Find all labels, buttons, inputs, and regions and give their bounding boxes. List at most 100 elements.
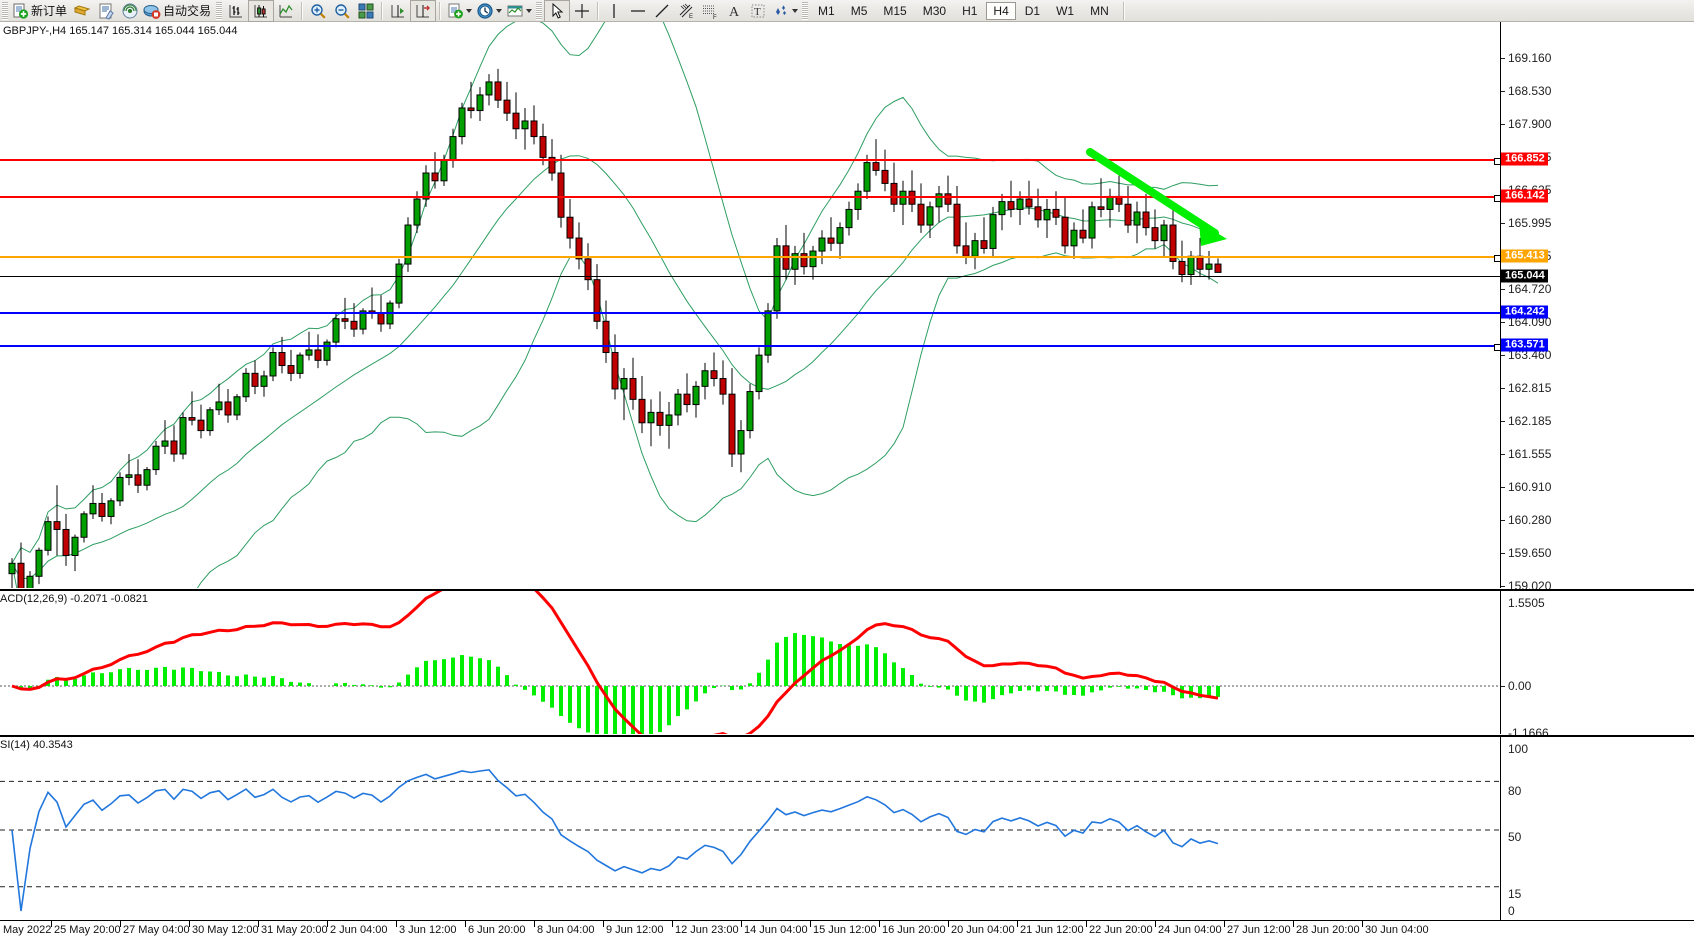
svg-text:A: A (729, 5, 740, 20)
indicators-button[interactable] (444, 1, 474, 21)
vertical-line-icon (605, 2, 623, 20)
time-axis[interactable]: May 2022 25 May 20:00 27 May 04:00 30 May 1… (0, 920, 1694, 942)
time-axis-label: 14 Jun 04:00 (744, 924, 808, 936)
toolbar-grip-4[interactable] (802, 1, 809, 20)
macd-scale[interactable]: 1.5505 0.00 -1.1666 (1500, 591, 1694, 740)
toolbar-grip-3[interactable] (536, 1, 543, 20)
equidistant-channel-tool[interactable]: E (674, 1, 698, 21)
timeframe-w1[interactable]: W1 (1056, 3, 1075, 18)
time-axis-label: 6 Jun 20:00 (468, 924, 526, 936)
price-candles-svg (8, 22, 1222, 588)
toolbar-grip-2[interactable] (216, 1, 223, 20)
macd-svg (0, 591, 1500, 734)
time-axis-label: 30 May 12:00 (192, 924, 259, 936)
chart-canvas-area[interactable]: GBPJPY-,H4 165.147 165.314 165.044 165.0… (0, 22, 1694, 942)
time-tick-separator (258, 921, 259, 927)
price-tick: 168.530 (1501, 84, 1551, 98)
autotrading-label: 自动交易 (163, 4, 212, 18)
pivot-line-label: 165.413 (1501, 249, 1548, 263)
macd-scale-tick: 0.00 (1501, 679, 1531, 693)
time-axis-label: 21 Jun 12:00 (1020, 924, 1084, 936)
shapes-tool[interactable] (770, 1, 800, 21)
rsi-plot[interactable] (0, 737, 1500, 920)
zoom-in-button[interactable] (306, 1, 330, 21)
time-tick-separator (810, 921, 811, 927)
price-tick: 161.555 (1501, 447, 1551, 461)
chevron-down-icon-3[interactable] (526, 8, 533, 13)
timeframe-group: M1 M5 M15 M30 H1 H4 D1 W1 MN (810, 1, 1117, 20)
timeframe-h4[interactable]: H4 (986, 1, 1016, 20)
pivot-line[interactable] (0, 255, 1501, 262)
timeframe-h1[interactable]: H1 (962, 3, 978, 18)
horizontal-line-tool[interactable] (626, 1, 650, 21)
timeframe-d1[interactable]: D1 (1024, 3, 1041, 18)
fibonacci-icon: F (701, 2, 719, 21)
tile-windows-button[interactable] (354, 1, 378, 21)
zoom-out-button[interactable] (330, 1, 354, 21)
metaeditor-button[interactable] (94, 1, 118, 21)
line-drag-handle[interactable] (1494, 158, 1501, 165)
resistance-line-1[interactable] (0, 158, 1501, 165)
line-chart-button[interactable] (274, 1, 298, 21)
chevron-down-icon[interactable] (466, 8, 473, 13)
time-axis-label: 16 Jun 20:00 (882, 924, 946, 936)
metaeditor-icon (97, 2, 115, 20)
support-line-2[interactable] (0, 344, 1501, 351)
macd-plot[interactable] (0, 591, 1500, 734)
resistance-line-2-label: 166.142 (1501, 189, 1548, 203)
rsi-scale-tick: 50 (1508, 830, 1522, 844)
support-line-1[interactable] (0, 312, 1500, 314)
autotrading-icon (143, 2, 161, 20)
line-drag-handle[interactable] (1494, 344, 1501, 351)
text-label-tool[interactable]: T (746, 1, 770, 21)
timeframe-m1[interactable]: M1 (818, 3, 835, 18)
templates-button[interactable] (504, 1, 534, 21)
time-axis-label: 3 Jun 12:00 (399, 924, 457, 936)
signals-icon (121, 2, 139, 20)
expert-advisors-button[interactable] (70, 1, 94, 21)
cursor-tool[interactable] (544, 0, 571, 22)
timeframe-mn[interactable]: MN (1090, 3, 1109, 18)
signals-button[interactable] (118, 1, 142, 21)
chevron-down-icon-4[interactable] (792, 8, 799, 13)
macd-scale-tick: 1.5505 (1508, 596, 1545, 610)
toolbar-grip[interactable] (2, 1, 8, 20)
timeframe-m5[interactable]: M5 (850, 3, 868, 18)
rsi-svg (0, 768, 1500, 912)
chevron-down-icon-2[interactable] (496, 8, 503, 13)
rsi-scale-tick: 15 (1508, 887, 1522, 901)
auto-scroll-button[interactable] (410, 0, 437, 22)
candlestick-chart-button[interactable] (248, 0, 275, 22)
line-drag-handle[interactable] (1494, 255, 1501, 262)
autotrading-button[interactable]: 自动交易 (142, 1, 214, 21)
price-tick: 159.650 (1501, 546, 1551, 560)
new-order-label: 新订单 (31, 4, 68, 18)
toolbar-separator-3 (439, 1, 442, 20)
crosshair-tool[interactable] (570, 1, 594, 21)
last-price-line[interactable] (0, 276, 1500, 277)
tile-windows-icon (357, 2, 375, 20)
chart-shift-button[interactable] (386, 1, 410, 21)
periods-button[interactable] (474, 1, 504, 21)
vertical-line-tool[interactable] (602, 1, 626, 21)
add-indicator-icon (446, 2, 464, 20)
rsi-scale[interactable]: 100 80 50 15 0 (1500, 737, 1694, 920)
bar-chart-button[interactable] (224, 1, 248, 21)
resistance-line-2[interactable] (0, 195, 1501, 202)
text-a-icon: A (725, 2, 743, 20)
time-tick-separator (396, 921, 397, 927)
timeframe-m15[interactable]: M15 (883, 3, 907, 18)
price-pane[interactable]: GBPJPY-,H4 165.147 165.314 165.044 165.0… (0, 22, 1694, 659)
fibonacci-retracement-tool[interactable]: F (698, 1, 722, 21)
macd-pane[interactable]: ACD(12,26,9) -0.2071 -0.0821 1.5505 0.00-… (0, 589, 1694, 740)
support-line-1-label: 164.242 (1501, 305, 1548, 319)
trendline-tool[interactable] (650, 1, 674, 21)
line-chart-icon (277, 2, 295, 20)
timeframe-m30[interactable]: M30 (922, 3, 947, 18)
rsi-label: SI(14) 40.3543 (0, 739, 73, 751)
rsi-pane[interactable]: SI(14) 40.3543 100 80 50 15 0 (0, 735, 1694, 920)
line-drag-handle[interactable] (1494, 195, 1501, 202)
text-tool[interactable]: A (722, 1, 746, 21)
price-plot[interactable] (0, 22, 1500, 588)
new-order-button[interactable]: 新订单 (10, 1, 70, 21)
